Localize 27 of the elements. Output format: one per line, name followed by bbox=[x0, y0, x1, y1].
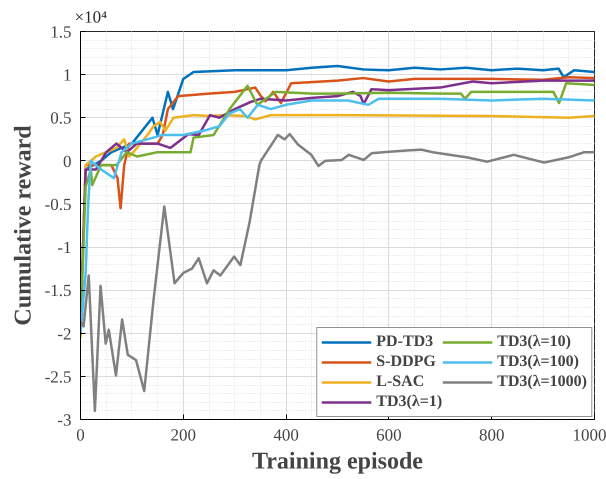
x-tick-label: 0 bbox=[76, 426, 85, 444]
y-tick-label: -3 bbox=[57, 410, 72, 430]
x-tick-label: 200 bbox=[170, 426, 196, 444]
x-tick-label: 600 bbox=[376, 426, 402, 444]
x-axis-title: Training episode bbox=[252, 448, 424, 474]
y-axis-title: Cumulative reward bbox=[10, 124, 37, 326]
legend-label: TD3(λ=100) bbox=[497, 353, 579, 371]
text: ×10⁴ bbox=[74, 8, 108, 26]
legend-label: TD3(λ=10) bbox=[497, 333, 571, 351]
legend-label: TD3(λ=1000) bbox=[497, 373, 587, 391]
legend-label: PD-TD3 bbox=[376, 333, 434, 351]
y-tick-label: -1.5 bbox=[44, 281, 72, 300]
y-tick-label: 0.5 bbox=[50, 108, 72, 128]
line-series bbox=[80, 132, 594, 412]
legend-label: S-DDPG bbox=[376, 353, 436, 371]
x-tick-label: 400 bbox=[273, 426, 299, 444]
y-tick-label: -1 bbox=[57, 238, 72, 258]
x-tick-label: 1000 bbox=[572, 426, 606, 444]
x-tick-label: 800 bbox=[478, 426, 504, 444]
y-tick-label: -0.5 bbox=[44, 194, 72, 214]
legend-label: L-SAC bbox=[376, 373, 424, 391]
y-tick-label: -2.5 bbox=[44, 367, 72, 386]
y-tick-label: 1.5 bbox=[50, 22, 72, 42]
y-tick-label: 0 bbox=[63, 152, 72, 171]
y-tick-label: 1 bbox=[63, 66, 72, 85]
y-tick-label: -2 bbox=[57, 324, 72, 344]
legend-label: TD3(λ=1) bbox=[376, 393, 442, 411]
